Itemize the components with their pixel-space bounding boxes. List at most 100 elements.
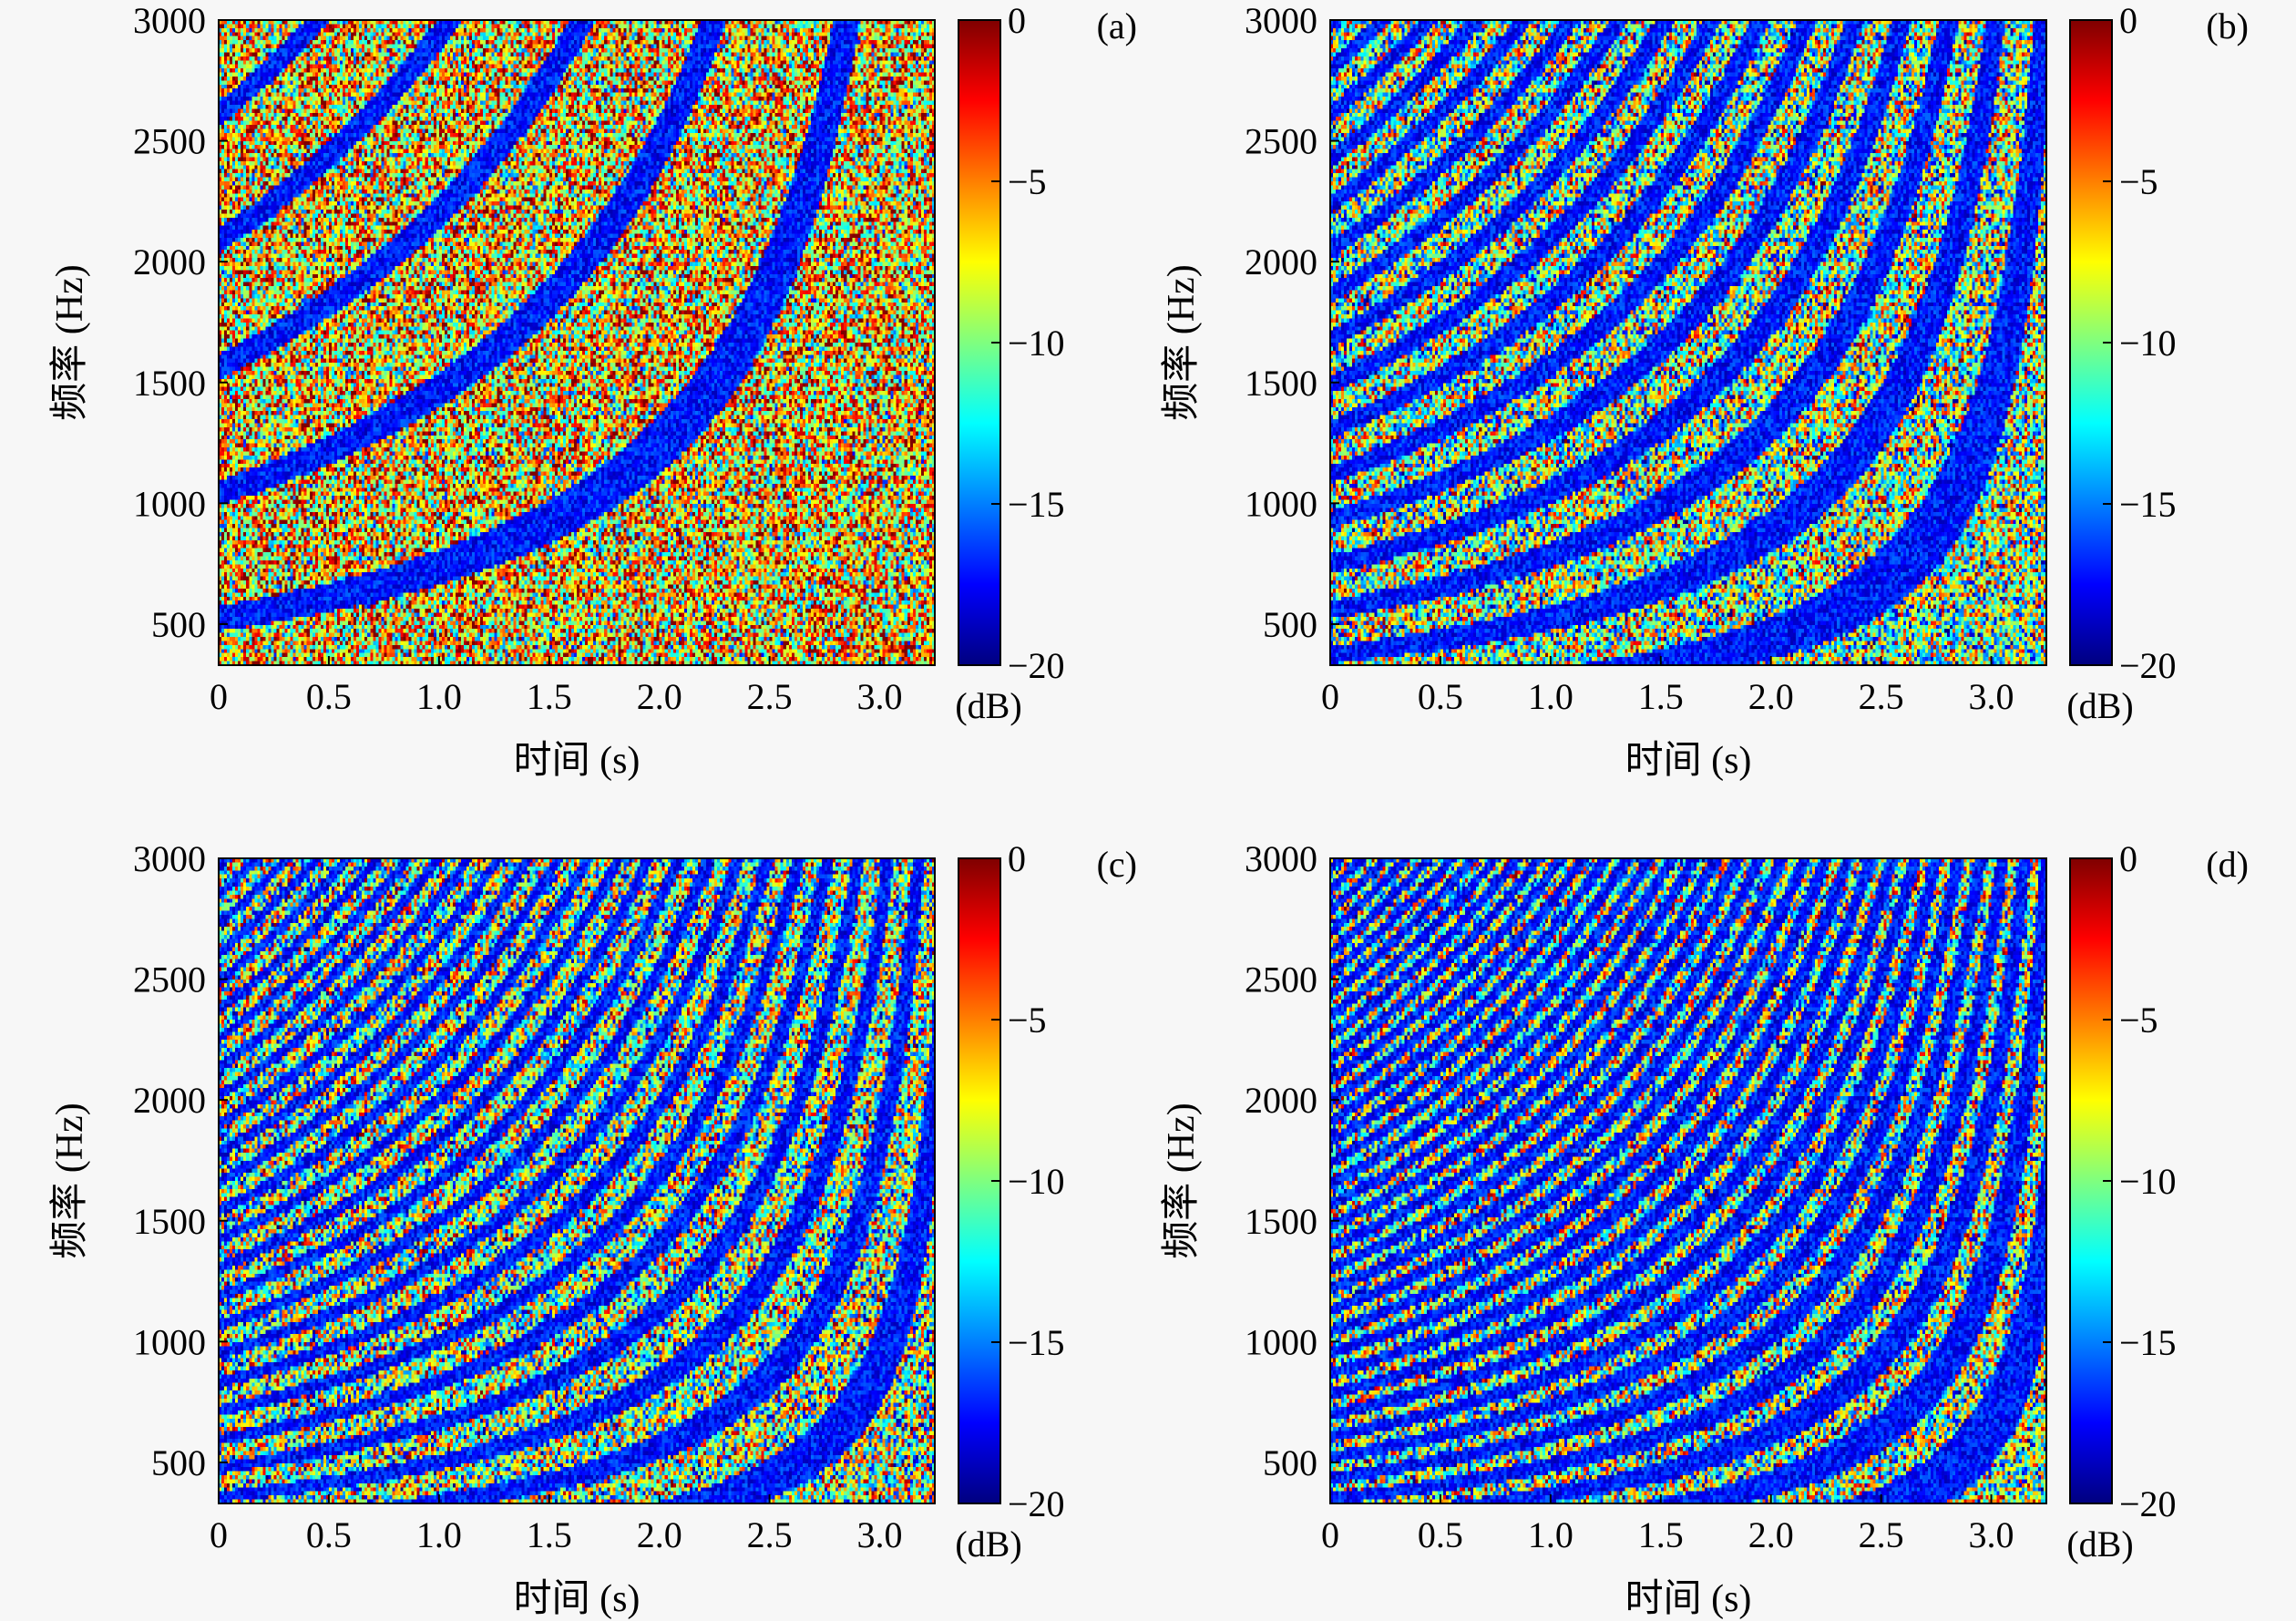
plot-frame (1329, 857, 2047, 1504)
colorbar-unit-label: (dB) (955, 1524, 1021, 1565)
colorbar-tick-label: 0 (1008, 0, 1026, 41)
x-axis-label: 时间 (s) (514, 1578, 641, 1620)
x-tick-label: 0.5 (306, 676, 352, 717)
x-tick-label: 3.0 (1969, 1514, 2014, 1555)
panel-d: 0 0.5 1.0 1.5 2.0 2.5 3.0 500 1000 1500 2000 2500 30… (1160, 838, 2249, 1620)
y-tick-label: 500 (151, 604, 206, 645)
colorbar-tick-label: 0 (2119, 838, 2137, 879)
plot-frame (1329, 19, 2047, 666)
x-tick-label: 1.0 (416, 676, 462, 717)
y-tick-label: 500 (1263, 1442, 1317, 1483)
colorbar-tick-label: −20 (1008, 1483, 1065, 1524)
x-tick-label: 0 (210, 1514, 228, 1555)
panel-c: 0 0.5 1.0 1.5 2.0 2.5 3.0 500 1000 1500 2000 2500 30… (48, 838, 1137, 1620)
colorbar-tick-label: −15 (2119, 484, 2177, 525)
x-axis-label: 时间 (s) (1625, 1578, 1752, 1620)
panel-a: 0 0.5 1.0 1.5 2.0 2.5 3.0 500 1000 1500 2000 2500 30… (48, 0, 1137, 782)
x-tick-label: 1.5 (1638, 676, 1684, 717)
colorbar-tick-label: 0 (1008, 838, 1026, 879)
y-tick-label: 500 (151, 1442, 206, 1483)
colorbar-tick-label: 0 (2119, 0, 2137, 41)
y-tick-label: 3000 (133, 0, 206, 41)
x-tick-label: 3.0 (1969, 676, 2014, 717)
x-tick-label: 2.5 (1859, 676, 1904, 717)
colorbar-tick-label: −15 (1008, 1322, 1065, 1363)
x-axis-label: 时间 (s) (514, 740, 641, 782)
x-tick-label: 0 (1321, 1514, 1339, 1555)
colorbar: 0 −5 −10 −15 −20(dB) (2066, 838, 2176, 1565)
y-tick-label: 2500 (1245, 959, 1317, 1000)
x-tick-label: 2.0 (1748, 676, 1794, 717)
y-tick-label: 1500 (133, 1201, 206, 1242)
x-tick-label: 1.0 (416, 1514, 462, 1555)
colorbar-unit-label: (dB) (2066, 685, 2133, 726)
colorbar-tick-label: −10 (2119, 323, 2177, 364)
colorbar-tick-label: −15 (2119, 1322, 2177, 1363)
colorbar: 0 −5 −10 −15 −20(dB) (2066, 0, 2176, 726)
x-tick-label: 0.5 (1418, 1514, 1463, 1555)
x-tick-label: 2.5 (747, 1514, 793, 1555)
x-tick-label: 2.5 (1859, 1514, 1904, 1555)
colorbar-tick-label: −15 (1008, 484, 1065, 525)
panel-label: (a) (1097, 5, 1137, 46)
x-tick-label: 1.0 (1528, 676, 1573, 717)
x-tick-label: 0 (1321, 676, 1339, 717)
x-tick-label: 1.5 (527, 1514, 572, 1555)
y-axis-label: 频率 (Hz) (48, 1103, 91, 1258)
panel-label: (d) (2206, 844, 2249, 885)
y-tick-label: 3000 (133, 838, 206, 879)
colorbar-tick-label: −20 (2119, 1483, 2177, 1524)
x-tick-label: 1.5 (527, 676, 572, 717)
y-tick-label: 2500 (133, 959, 206, 1000)
y-axis-label: 频率 (Hz) (1160, 1103, 1203, 1258)
colorbar-tick-label: −5 (1008, 161, 1047, 202)
colorbar-tick-label: −10 (1008, 323, 1065, 364)
y-tick-label: 3000 (1245, 0, 1317, 41)
spectrogram-heatmap (1330, 858, 2046, 1503)
plot-frame (218, 19, 936, 666)
y-tick-label: 2000 (133, 241, 206, 282)
spectrogram-heatmap (1330, 20, 2046, 665)
x-tick-label: 2.0 (637, 1514, 682, 1555)
colorbar: 0 −5 −10 −15 −20(dB) (955, 0, 1064, 726)
colorbar-tick-label: −20 (1008, 645, 1065, 686)
colorbar-tick-label: −5 (2119, 161, 2158, 202)
x-tick-label: 1.5 (1638, 1514, 1684, 1555)
y-tick-label: 2000 (1245, 241, 1317, 282)
spectrogram-heatmap (219, 20, 935, 665)
y-tick-label: 2500 (1245, 121, 1317, 162)
y-axis-label: 频率 (Hz) (1160, 264, 1203, 420)
x-axis-label: 时间 (s) (1625, 740, 1752, 782)
spectrogram-heatmap (219, 858, 935, 1503)
plot-frame (218, 857, 936, 1504)
colorbar-gradient (2069, 19, 2113, 666)
panel-b: 0 0.5 1.0 1.5 2.0 2.5 3.0 500 1000 1500 2000 2500 30… (1160, 0, 2249, 782)
x-tick-label: 0.5 (1418, 676, 1463, 717)
y-tick-label: 2000 (133, 1080, 206, 1121)
colorbar-tick-label: −20 (2119, 645, 2177, 686)
colorbar-tick-label: −5 (2119, 1000, 2158, 1041)
colorbar-unit-label: (dB) (2066, 1524, 2133, 1565)
panel-label: (b) (2206, 5, 2249, 46)
x-tick-label: 3.0 (857, 1514, 903, 1555)
y-tick-label: 3000 (1245, 838, 1317, 879)
y-tick-label: 1500 (1245, 1201, 1317, 1242)
x-tick-label: 3.0 (857, 676, 903, 717)
y-tick-label: 1000 (1245, 483, 1317, 524)
x-tick-label: 2.0 (1748, 1514, 1794, 1555)
y-tick-label: 2500 (133, 121, 206, 162)
y-tick-label: 1500 (133, 363, 206, 404)
y-tick-label: 1500 (1245, 363, 1317, 404)
y-axis-label: 频率 (Hz) (48, 264, 91, 420)
panel-label: (c) (1097, 844, 1137, 885)
colorbar: 0 −5 −10 −15 −20(dB) (955, 838, 1064, 1565)
colorbar-tick-label: −10 (1008, 1161, 1065, 1202)
x-tick-label: 2.5 (747, 676, 793, 717)
x-tick-label: 0 (210, 676, 228, 717)
y-tick-label: 2000 (1245, 1080, 1317, 1121)
colorbar-tick-label: −10 (2119, 1161, 2177, 1202)
colorbar-unit-label: (dB) (955, 685, 1021, 726)
y-tick-label: 1000 (1245, 1321, 1317, 1362)
y-tick-label: 1000 (133, 483, 206, 524)
x-tick-label: 1.0 (1528, 1514, 1573, 1555)
